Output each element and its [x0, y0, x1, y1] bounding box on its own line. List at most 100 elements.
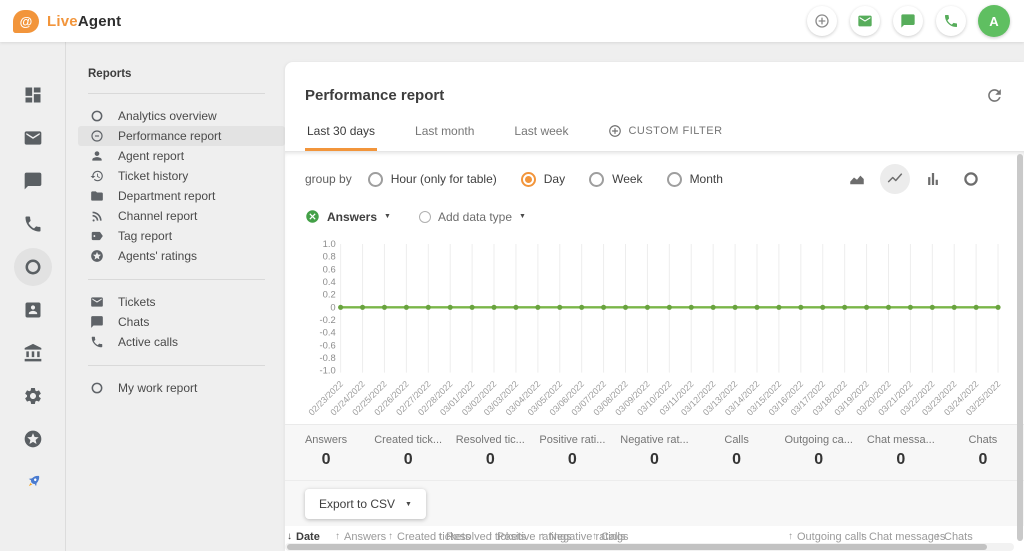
email-icon: [857, 13, 873, 29]
vertical-scrollbar[interactable]: [1016, 152, 1024, 543]
sidebar-item-my-work-report[interactable]: My work report: [78, 378, 285, 398]
column-label: Answers: [344, 531, 386, 543]
radio-button-icon[interactable]: [521, 172, 536, 187]
chats-button[interactable]: [893, 6, 923, 36]
sidebar-item-agents-ratings[interactable]: Agents' ratings: [78, 246, 285, 266]
chart-area: 1.00.80.60.40.20-0.2-0.4-0.6-0.8-1.002/2…: [285, 224, 1024, 422]
sidebar-item-ticket-history[interactable]: Ticket history: [78, 166, 285, 186]
sidebar-item-label: Analytics overview: [118, 109, 217, 123]
history-icon: [90, 169, 104, 183]
rail-item-tickets[interactable]: [14, 119, 52, 157]
radio-label: Day: [544, 172, 565, 186]
add-new-button[interactable]: [807, 6, 837, 36]
sidebar-item-channel-report[interactable]: Channel report: [78, 206, 285, 226]
series-label: Answers: [327, 210, 377, 224]
horizontal-scrollbar-thumb[interactable]: [287, 544, 987, 550]
bar-chart-button[interactable]: [918, 164, 948, 194]
tab-last-week[interactable]: Last week: [512, 124, 570, 151]
stat-calls: Calls0: [696, 434, 778, 469]
sidebar-item-tag-report[interactable]: Tag report: [78, 226, 285, 246]
sidebar-item-department-report[interactable]: Department report: [78, 186, 285, 206]
stat-answers: Answers0: [285, 434, 367, 469]
calls-button[interactable]: [936, 6, 966, 36]
sort-up-icon: ↑: [488, 531, 493, 543]
line-chart-button[interactable]: [880, 164, 910, 194]
refresh-button[interactable]: [985, 86, 1004, 105]
radio-button-icon[interactable]: [667, 172, 682, 187]
rail-item-upgrades[interactable]: [14, 420, 52, 458]
stat-label: Chats: [942, 434, 1024, 446]
radio-label: Hour (only for table): [391, 172, 497, 186]
radio-week[interactable]: Week: [589, 172, 642, 187]
svg-text:0.2: 0.2: [323, 289, 336, 300]
sidebar-item-analytics-overview[interactable]: Analytics overview: [78, 106, 285, 126]
rail-item-contacts[interactable]: [14, 291, 52, 329]
caret-down-icon: ▼: [405, 501, 412, 508]
sidebar-item-agent-report[interactable]: Agent report: [78, 146, 285, 166]
column-header-answers[interactable]: ↑Answers: [335, 531, 386, 543]
rail-item-getting-started[interactable]: [14, 463, 52, 501]
rail-item-calls[interactable]: [14, 205, 52, 243]
sidebar-divider: [88, 93, 265, 94]
vertical-scrollbar-thumb[interactable]: [1017, 154, 1023, 541]
svg-text:-0.2: -0.2: [319, 314, 335, 325]
stat-label: Positive rati...: [531, 434, 613, 446]
rss-icon: [90, 209, 104, 223]
export-csv-button[interactable]: Export to CSV ▼: [305, 489, 426, 519]
user-avatar[interactable]: A: [978, 5, 1010, 37]
tab-label: CUSTOM FILTER: [628, 125, 722, 137]
stat-value: 0: [613, 451, 695, 469]
rail-item-settings[interactable]: [14, 377, 52, 415]
sidebar-item-tickets[interactable]: Tickets: [78, 292, 285, 312]
tab-custom-filter[interactable]: CUSTOM FILTER: [606, 124, 724, 151]
column-header-chat-messages[interactable]: ↑Chat messages: [860, 531, 945, 543]
sidebar-item-performance-report[interactable]: Performance report: [78, 126, 285, 146]
rocket-icon: [23, 472, 43, 492]
rail-item-chats[interactable]: [14, 162, 52, 200]
tab-last-month[interactable]: Last month: [413, 124, 476, 151]
area-chart-icon: [848, 170, 866, 188]
donut-chart-button[interactable]: [956, 164, 986, 194]
folder-icon: [90, 189, 104, 203]
app-window: @ LiveAgent A Reports Analytics overview…: [0, 0, 1024, 551]
tab-last-30-days[interactable]: Last 30 days: [305, 124, 377, 151]
radio-button-icon[interactable]: [589, 172, 604, 187]
radio-hour-only-for-table[interactable]: Hour (only for table): [368, 172, 497, 187]
sort-up-icon: ↑: [540, 531, 545, 543]
area-chart-button[interactable]: [842, 164, 872, 194]
rail-item-reports[interactable]: [14, 248, 52, 286]
stat-label: Chat messa...: [860, 434, 942, 446]
avatar-letter: A: [989, 14, 998, 29]
sidebar-item-label: Ticket history: [118, 169, 188, 183]
caret-down-icon: ▼: [519, 213, 526, 220]
column-header-outgoing-calls[interactable]: ↑Outgoing calls: [788, 531, 867, 543]
rail-item-dashboard[interactable]: [14, 76, 52, 114]
top-header: @ LiveAgent A: [0, 0, 1024, 42]
horizontal-scrollbar[interactable]: [285, 543, 1014, 551]
svg-text:0: 0: [330, 301, 335, 312]
rail-item-billing[interactable]: [14, 334, 52, 372]
sidebar-item-chats[interactable]: Chats: [78, 312, 285, 332]
app-logo[interactable]: @ LiveAgent: [13, 10, 121, 33]
stat-value: 0: [449, 451, 531, 469]
radio-button-icon[interactable]: [368, 172, 383, 187]
sidebar-item-label: Active calls: [118, 335, 178, 349]
sidebar-item-active-calls[interactable]: Active calls: [78, 332, 285, 352]
sidebar-divider: [88, 365, 265, 366]
add-data-type-dropdown[interactable]: Add data type ▼: [419, 210, 526, 224]
star-circle-icon: [90, 249, 104, 263]
sidebar-item-label: Agent report: [118, 149, 184, 163]
group-by-options: Hour (only for table) Day Week Month: [368, 172, 747, 187]
stat-value: 0: [696, 451, 778, 469]
page-title: Performance report: [305, 87, 444, 104]
series-answers-dropdown[interactable]: Answers ▼: [305, 209, 391, 224]
column-header-calls[interactable]: ↑Calls: [592, 531, 625, 543]
caret-down-icon: ▼: [384, 213, 391, 220]
column-header-chats[interactable]: ↑Chats: [935, 531, 973, 543]
remove-series-icon[interactable]: [305, 209, 320, 224]
radio-month[interactable]: Month: [667, 172, 723, 187]
radio-day[interactable]: Day: [521, 172, 565, 187]
column-header-date[interactable]: ↓Date: [287, 531, 320, 543]
panel-title-row: Performance report: [285, 62, 1024, 105]
tickets-button[interactable]: [850, 6, 880, 36]
